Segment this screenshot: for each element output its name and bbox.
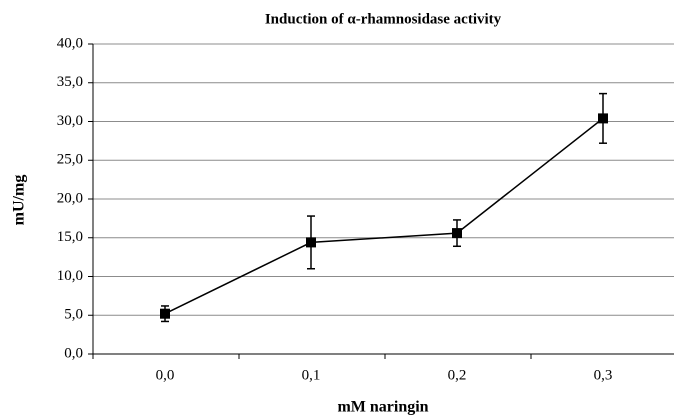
data-point — [160, 308, 170, 319]
x-axis-label: mM naringin — [337, 399, 428, 416]
x-tick-label: 0,0 — [156, 367, 175, 383]
data-point — [452, 228, 462, 239]
y-tick-label: 30,0 — [57, 113, 83, 129]
data-line — [164, 117, 604, 315]
y-tick-label: 25,0 — [57, 152, 83, 168]
y-tick-label: 15,0 — [57, 229, 83, 245]
x-tick-label: 0,3 — [594, 367, 613, 383]
chart-title: Induction of α-rhamnosidase activity — [265, 11, 502, 27]
x-tick-label: 0,2 — [448, 367, 467, 383]
y-tick-label: 10,0 — [57, 268, 83, 284]
x-tick-label: 0,1 — [302, 367, 321, 383]
data-point — [598, 113, 608, 124]
y-tick-label: 40,0 — [57, 35, 83, 51]
y-tick-label: 0,0 — [64, 345, 83, 361]
data-point — [306, 237, 316, 248]
y-tick-label: 5,0 — [64, 307, 83, 323]
y-tick-label: 35,0 — [57, 74, 83, 90]
y-tick-label: 20,0 — [57, 190, 83, 206]
y-axis-label: mU/mg — [11, 175, 28, 226]
